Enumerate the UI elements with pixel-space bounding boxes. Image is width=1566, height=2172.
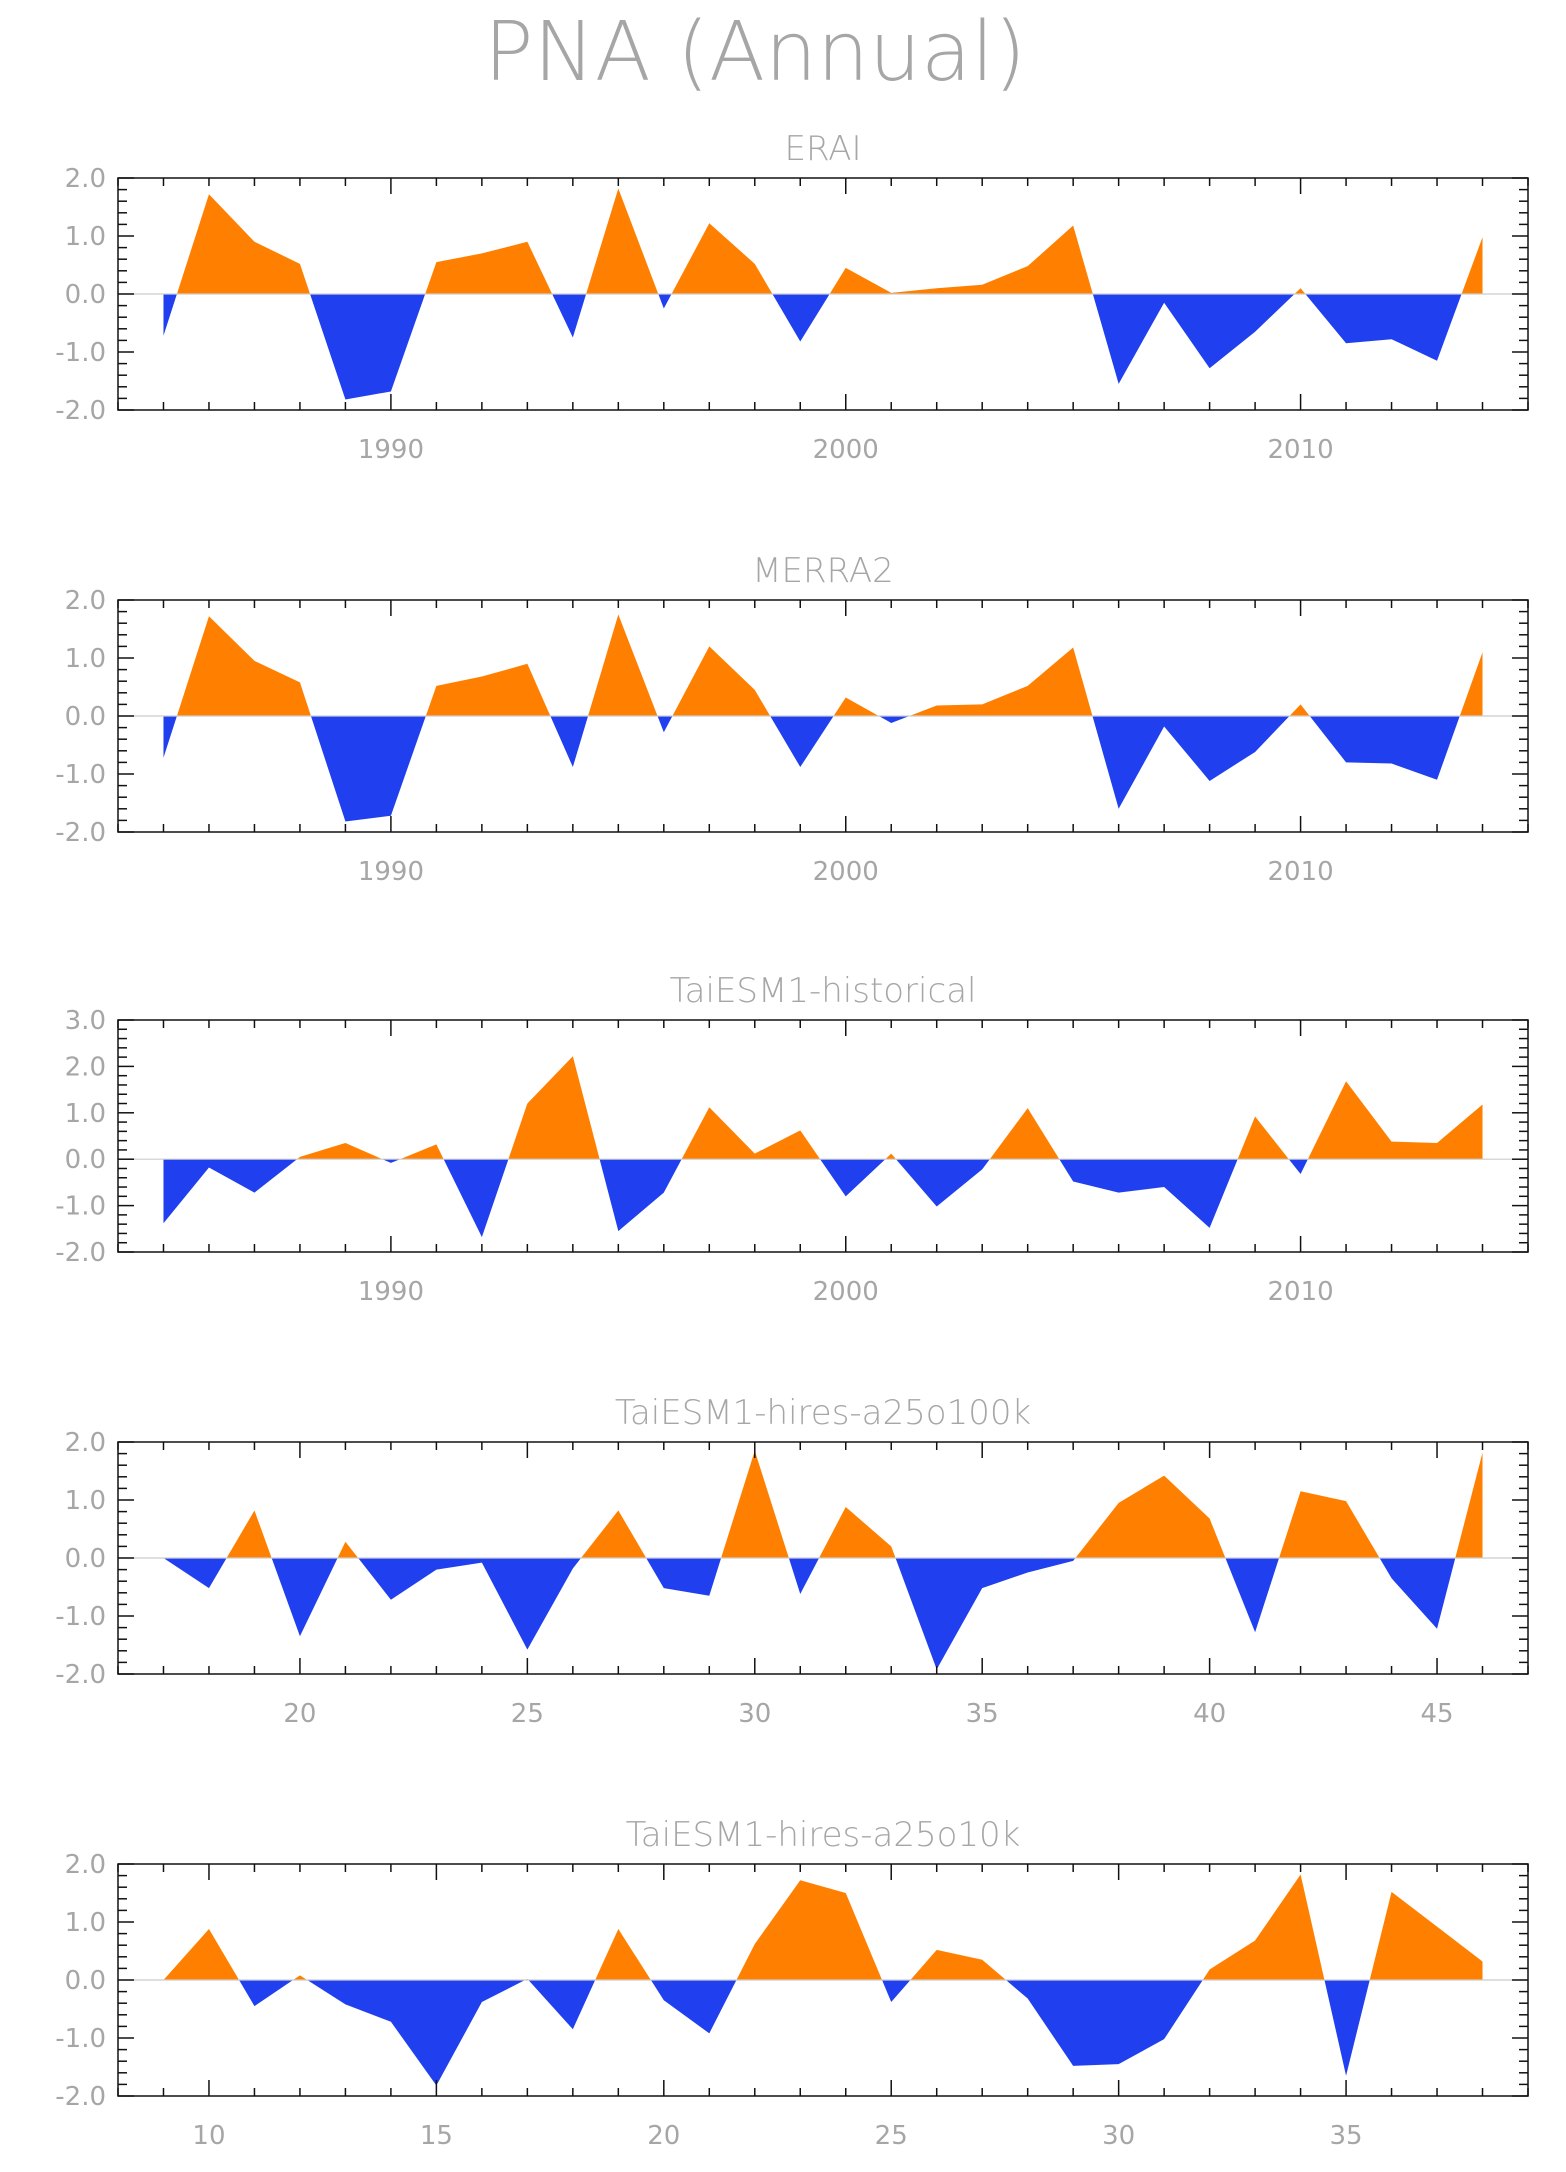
x-tick-label: 40 — [1193, 1699, 1226, 1729]
y-tick-label: 1.0 — [65, 1486, 106, 1516]
y-tick-label: -1.0 — [55, 760, 106, 790]
x-tick-label: 1990 — [358, 857, 424, 887]
x-tick-label: 2000 — [813, 857, 879, 887]
x-tick-label: 10 — [192, 2121, 225, 2151]
x-tick-label: 35 — [966, 1699, 999, 1729]
y-tick-label: 1.0 — [65, 1908, 106, 1938]
x-tick-label: 2010 — [1267, 857, 1333, 887]
y-tick-label: -2.0 — [55, 1238, 106, 1268]
panel-title: TaiESM1-historical — [670, 971, 977, 1011]
y-tick-label: -1.0 — [55, 2024, 106, 2054]
y-tick-label: 3.0 — [65, 1006, 106, 1036]
x-tick-label: 2000 — [813, 1277, 879, 1307]
negative-area — [163, 1980, 1483, 2086]
y-tick-label: 2.0 — [65, 1052, 106, 1082]
y-tick-label: 0.0 — [65, 1145, 106, 1175]
panel-4: TaiESM1-hires-a25o100k -2.0 -1.0 0.0 1.0 2.0 2… — [55, 1393, 1529, 1729]
x-tick-label: 2000 — [813, 435, 879, 465]
positive-area — [163, 188, 1483, 294]
y-tick-label: -2.0 — [55, 818, 106, 848]
panel-2: MERRA2 -2.0 -1.0 0.0 1.0 2.0 1990 2000 2010 — [55, 551, 1529, 887]
panel-title: ERAI — [784, 129, 861, 169]
y-tick-label: -2.0 — [55, 396, 106, 426]
y-tick-label: 2.0 — [65, 586, 106, 616]
y-tick-label: -1.0 — [55, 1192, 106, 1222]
y-tick-label: 2.0 — [65, 1850, 106, 1880]
x-tick-label: 25 — [511, 1699, 544, 1729]
y-tick-label: 0.0 — [65, 280, 106, 310]
y-tick-label: 2.0 — [65, 1428, 106, 1458]
panel-title: TaiESM1-hires-a25o10k — [626, 1815, 1021, 1855]
positive-area — [163, 1874, 1483, 1980]
y-tick-label: 0.0 — [65, 1966, 106, 1996]
negative-area — [163, 716, 1483, 822]
x-tick-label: 1990 — [358, 435, 424, 465]
x-tick-label: 45 — [1420, 1699, 1453, 1729]
x-tick-label: 30 — [738, 1699, 771, 1729]
negative-area — [163, 294, 1483, 400]
x-tick-label: 15 — [420, 2121, 453, 2151]
y-tick-label: 1.0 — [65, 222, 106, 252]
y-tick-label: -1.0 — [55, 338, 106, 368]
y-tick-label: -1.0 — [55, 1602, 106, 1632]
y-tick-label: 2.0 — [65, 164, 106, 194]
y-tick-label: 0.0 — [65, 702, 106, 732]
x-tick-label: 1990 — [358, 1277, 424, 1307]
panel-title: MERRA2 — [752, 551, 894, 591]
panel-3: TaiESM1-historical -2.0 -1.0 0.0 1.0 2.0 3.0 19… — [55, 971, 1529, 1307]
positive-area — [163, 1056, 1483, 1160]
x-tick-label: 30 — [1102, 2121, 1135, 2151]
panel-5: TaiESM1-hires-a25o10k -2.0 -1.0 0.0 1.0 2.0 10… — [55, 1815, 1529, 2151]
x-tick-label: 20 — [283, 1699, 316, 1729]
panel-title: TaiESM1-hires-a25o100k — [615, 1393, 1031, 1433]
positive-area — [163, 614, 1483, 716]
plot-frame — [117, 1019, 1529, 1253]
x-tick-label: 25 — [875, 2121, 908, 2151]
negative-area — [163, 1159, 1483, 1238]
x-tick-label: 2010 — [1267, 1277, 1333, 1307]
y-tick-label: 1.0 — [65, 644, 106, 674]
y-tick-label: -2.0 — [55, 1660, 106, 1690]
negative-area — [163, 1558, 1483, 1670]
positive-area — [163, 1450, 1483, 1558]
x-tick-label: 35 — [1330, 2121, 1363, 2151]
panel-1: ERAI -2.0 -1.0 0.0 1.0 2.0 1990 2000 2010 — [55, 129, 1529, 465]
y-tick-label: 1.0 — [65, 1099, 106, 1129]
y-tick-label: 0.0 — [65, 1544, 106, 1574]
y-tick-label: -2.0 — [55, 2082, 106, 2112]
figure-title: PNA (Annual) — [484, 5, 1026, 100]
x-tick-label: 20 — [647, 2121, 680, 2151]
x-tick-label: 2010 — [1267, 435, 1333, 465]
